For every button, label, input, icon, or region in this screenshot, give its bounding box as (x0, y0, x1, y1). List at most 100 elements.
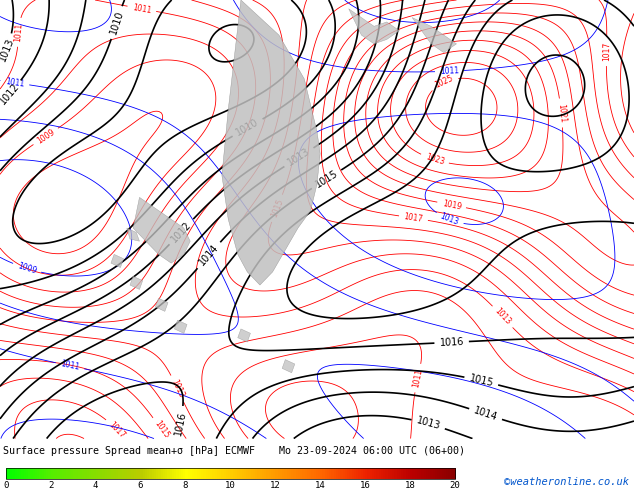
Bar (372, 468, 375, 479)
Bar (410, 468, 413, 479)
Bar (141, 468, 143, 479)
Bar (42, 468, 44, 479)
Bar (271, 468, 273, 479)
Bar (381, 468, 384, 479)
Bar (71, 468, 74, 479)
Bar (347, 468, 350, 479)
Bar (343, 468, 346, 479)
Bar (415, 468, 417, 479)
Bar (354, 468, 357, 479)
Bar (8, 468, 11, 479)
Bar (61, 468, 65, 479)
Bar (332, 468, 334, 479)
Text: 1013: 1013 (439, 212, 460, 227)
Bar (453, 468, 456, 479)
Bar (197, 468, 199, 479)
Bar (160, 468, 164, 479)
Bar (44, 468, 46, 479)
Text: 20: 20 (450, 481, 460, 490)
Bar (219, 468, 222, 479)
Bar (100, 468, 103, 479)
Text: 1015: 1015 (152, 419, 171, 440)
Bar (35, 468, 37, 479)
Polygon shape (412, 18, 456, 52)
Bar (226, 468, 229, 479)
Bar (116, 468, 119, 479)
Bar (323, 468, 325, 479)
Bar (424, 468, 426, 479)
Bar (257, 468, 260, 479)
Text: 1012: 1012 (169, 220, 193, 244)
Bar (288, 468, 292, 479)
Bar (356, 468, 359, 479)
Bar (383, 468, 386, 479)
Bar (150, 468, 152, 479)
Bar (448, 468, 451, 479)
Bar (174, 468, 177, 479)
Text: 1013: 1013 (0, 37, 15, 63)
Bar (212, 468, 215, 479)
Bar (329, 468, 332, 479)
Text: 1013: 1013 (415, 416, 441, 432)
Bar (246, 468, 249, 479)
Text: 6: 6 (138, 481, 143, 490)
Bar (304, 468, 307, 479)
Bar (294, 468, 296, 479)
Text: 1019: 1019 (441, 198, 462, 211)
Bar (10, 468, 13, 479)
Text: 1012: 1012 (0, 81, 22, 106)
Bar (249, 468, 251, 479)
Bar (444, 468, 446, 479)
Text: 1015: 1015 (313, 169, 340, 190)
Bar (185, 468, 188, 479)
Text: 1011: 1011 (411, 368, 424, 389)
Bar (392, 468, 395, 479)
Bar (163, 468, 165, 479)
Bar (84, 468, 87, 479)
Text: 1017: 1017 (602, 42, 611, 61)
Bar (46, 468, 49, 479)
Bar (138, 468, 141, 479)
Text: 1025: 1025 (434, 74, 455, 90)
Bar (165, 468, 168, 479)
Bar (125, 468, 127, 479)
Bar (30, 468, 33, 479)
Bar (412, 468, 415, 479)
Bar (397, 468, 399, 479)
Text: 1023: 1023 (424, 152, 445, 167)
Bar (154, 468, 157, 479)
Text: 1011: 1011 (132, 2, 152, 15)
Bar (22, 468, 24, 479)
Polygon shape (282, 360, 295, 373)
Bar (113, 468, 116, 479)
Text: 1015: 1015 (468, 373, 495, 389)
Bar (204, 468, 206, 479)
Bar (266, 468, 269, 479)
Bar (80, 468, 82, 479)
Bar (419, 468, 422, 479)
Bar (195, 468, 197, 479)
Bar (313, 468, 316, 479)
Text: 1011: 1011 (440, 66, 459, 76)
Bar (6, 468, 455, 479)
Bar (428, 468, 431, 479)
Bar (64, 468, 67, 479)
Text: 1017: 1017 (403, 212, 424, 224)
Bar (192, 468, 195, 479)
Bar (349, 468, 352, 479)
Bar (399, 468, 401, 479)
Bar (394, 468, 397, 479)
Bar (143, 468, 145, 479)
Bar (156, 468, 159, 479)
Bar (422, 468, 424, 479)
Bar (390, 468, 392, 479)
Bar (439, 468, 442, 479)
Bar (262, 468, 264, 479)
Bar (325, 468, 327, 479)
Text: 1017: 1017 (107, 420, 127, 440)
Bar (170, 468, 172, 479)
Bar (77, 468, 81, 479)
Bar (120, 468, 123, 479)
Bar (98, 468, 100, 479)
Text: 8: 8 (183, 481, 188, 490)
